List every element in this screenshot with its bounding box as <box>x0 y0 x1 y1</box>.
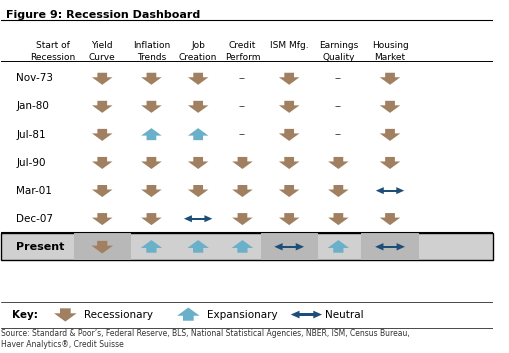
Polygon shape <box>328 240 349 253</box>
Polygon shape <box>187 240 209 253</box>
Polygon shape <box>232 185 253 197</box>
Text: Start of: Start of <box>36 41 70 50</box>
Polygon shape <box>177 307 200 321</box>
Polygon shape <box>188 73 209 85</box>
Bar <box>74 233 131 260</box>
Polygon shape <box>188 218 208 220</box>
Polygon shape <box>274 243 282 251</box>
Polygon shape <box>141 185 162 197</box>
Polygon shape <box>291 311 299 318</box>
Polygon shape <box>296 243 304 251</box>
Bar <box>261 233 318 260</box>
Polygon shape <box>279 129 299 141</box>
Text: ISM Mfg.: ISM Mfg. <box>270 41 308 50</box>
Polygon shape <box>376 187 384 194</box>
Polygon shape <box>141 101 162 113</box>
Text: Source: Standard & Poor’s, Federal Reserve, BLS, National Statistical Agencies, : Source: Standard & Poor’s, Federal Reser… <box>2 329 410 349</box>
Text: Expansionary: Expansionary <box>207 310 277 319</box>
Polygon shape <box>232 213 253 225</box>
Bar <box>2 233 493 260</box>
Polygon shape <box>279 246 299 248</box>
Text: Mar-01: Mar-01 <box>16 186 52 196</box>
Polygon shape <box>92 185 112 197</box>
Text: Figure 9: Recession Dashboard: Figure 9: Recession Dashboard <box>6 10 201 20</box>
Text: --: -- <box>239 73 246 83</box>
Text: Recession: Recession <box>31 53 76 62</box>
Polygon shape <box>380 101 400 113</box>
Polygon shape <box>92 213 112 225</box>
Bar <box>361 233 418 260</box>
Polygon shape <box>328 157 349 169</box>
Polygon shape <box>380 157 400 169</box>
Polygon shape <box>279 185 299 197</box>
Polygon shape <box>279 73 299 85</box>
Text: Jul-90: Jul-90 <box>16 157 46 168</box>
Text: Present: Present <box>16 242 65 252</box>
Text: Key:: Key: <box>12 310 38 319</box>
Text: Recessionary: Recessionary <box>84 310 153 319</box>
Text: Housing: Housing <box>372 41 408 50</box>
Text: Jul-81: Jul-81 <box>16 130 46 139</box>
Polygon shape <box>380 246 400 248</box>
Polygon shape <box>141 128 162 140</box>
Polygon shape <box>279 213 299 225</box>
Polygon shape <box>184 215 192 222</box>
Text: --: -- <box>335 101 342 112</box>
Polygon shape <box>92 157 112 169</box>
Text: Creation: Creation <box>179 53 217 62</box>
Text: Perform: Perform <box>224 53 260 62</box>
Polygon shape <box>375 243 383 251</box>
Text: Earnings: Earnings <box>319 41 358 50</box>
Text: Dec-07: Dec-07 <box>16 214 53 224</box>
Text: Jan-80: Jan-80 <box>16 101 49 112</box>
Text: Quality: Quality <box>322 53 355 62</box>
Polygon shape <box>279 157 299 169</box>
Text: Job: Job <box>191 41 205 50</box>
Polygon shape <box>232 240 253 253</box>
Text: Yield: Yield <box>92 41 113 50</box>
Polygon shape <box>397 187 404 194</box>
Polygon shape <box>279 101 299 113</box>
Polygon shape <box>205 215 212 222</box>
Text: Credit: Credit <box>229 41 256 50</box>
Polygon shape <box>141 73 162 85</box>
Polygon shape <box>92 129 112 141</box>
Polygon shape <box>313 311 322 318</box>
Polygon shape <box>328 213 349 225</box>
Polygon shape <box>92 101 112 113</box>
Text: Inflation: Inflation <box>133 41 170 50</box>
Text: Nov-73: Nov-73 <box>16 73 53 83</box>
Polygon shape <box>54 308 77 322</box>
Polygon shape <box>380 190 400 192</box>
Polygon shape <box>140 240 162 253</box>
Polygon shape <box>380 213 400 225</box>
Polygon shape <box>92 73 112 85</box>
Polygon shape <box>296 313 317 316</box>
Polygon shape <box>188 157 209 169</box>
Polygon shape <box>141 157 162 169</box>
Polygon shape <box>380 73 400 85</box>
Polygon shape <box>232 157 253 169</box>
Text: Curve: Curve <box>89 53 116 62</box>
Text: Neutral: Neutral <box>325 310 364 319</box>
Bar <box>2 233 493 260</box>
Polygon shape <box>188 128 209 140</box>
Polygon shape <box>188 185 209 197</box>
Polygon shape <box>188 101 209 113</box>
Polygon shape <box>328 185 349 197</box>
Text: --: -- <box>335 73 342 83</box>
Text: --: -- <box>239 101 246 112</box>
Text: --: -- <box>239 130 246 139</box>
Polygon shape <box>380 129 400 141</box>
Text: Market: Market <box>375 53 406 62</box>
Polygon shape <box>92 241 113 253</box>
Text: Trends: Trends <box>137 53 166 62</box>
Polygon shape <box>397 243 405 251</box>
Polygon shape <box>141 213 162 225</box>
Text: --: -- <box>335 130 342 139</box>
